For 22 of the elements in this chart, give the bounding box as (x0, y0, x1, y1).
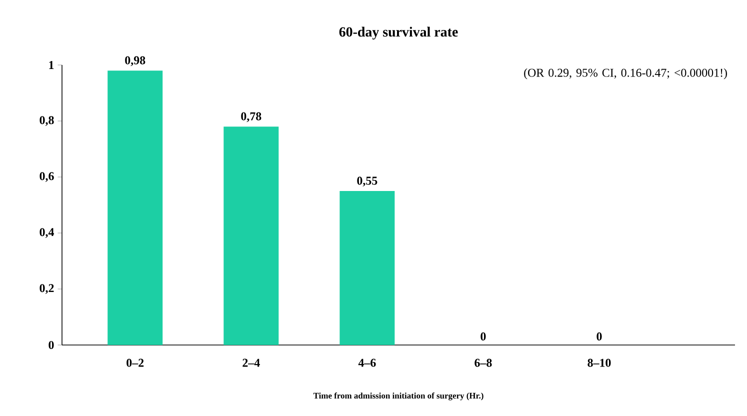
bar (224, 126, 279, 345)
data-label: 0 (480, 332, 486, 340)
x-tick-label: 0–2 (126, 358, 144, 367)
data-label: 0 (596, 332, 602, 340)
annotation: (OR 0.29, 95% CI, 0.16-0.47; <0.00001!) (524, 68, 727, 80)
y-tick-label: 1 (49, 61, 54, 69)
y-tick-label: 0,2 (40, 284, 54, 294)
x-tick-label: 4–6 (358, 358, 376, 367)
bar (340, 191, 395, 345)
x-tick-label: 8–10 (588, 358, 611, 367)
y-tick-label: 0,8 (40, 116, 54, 126)
data-label: 0,55 (357, 176, 378, 186)
y-tick-label: 0 (48, 340, 54, 350)
bar (108, 70, 163, 345)
y-tick-label: 0,6 (40, 172, 54, 182)
x-tick-label: 2–4 (242, 358, 260, 367)
data-label: 0,98 (125, 56, 146, 66)
chart-title: 60-day survival rate (339, 26, 458, 40)
y-tick-label: 0,4 (40, 228, 54, 238)
x-tick-label: 6–8 (474, 358, 492, 367)
x-axis-title: Time from admission initiation of surgery (Hr.) (313, 392, 484, 400)
data-label: 0,78 (241, 112, 262, 122)
